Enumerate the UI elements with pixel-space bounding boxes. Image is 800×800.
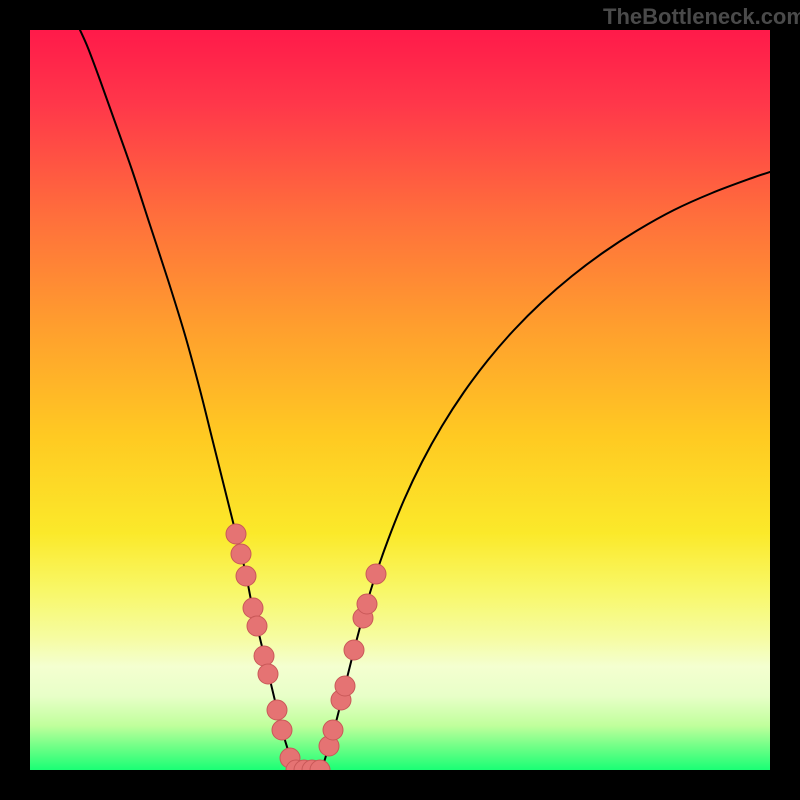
- marker-point: [267, 700, 287, 720]
- marker-point: [344, 640, 364, 660]
- marker-point: [226, 524, 246, 544]
- marker-point: [247, 616, 267, 636]
- marker-point: [243, 598, 263, 618]
- marker-point: [254, 646, 274, 666]
- chart-container: TheBottleneck.com: [0, 0, 800, 800]
- marker-point: [335, 676, 355, 696]
- marker-point: [236, 566, 256, 586]
- marker-point: [366, 564, 386, 584]
- marker-point: [357, 594, 377, 614]
- chart-svg: [0, 0, 800, 800]
- marker-point: [272, 720, 292, 740]
- marker-point: [258, 664, 278, 684]
- marker-point: [323, 720, 343, 740]
- marker-point: [231, 544, 251, 564]
- plot-background: [30, 30, 770, 770]
